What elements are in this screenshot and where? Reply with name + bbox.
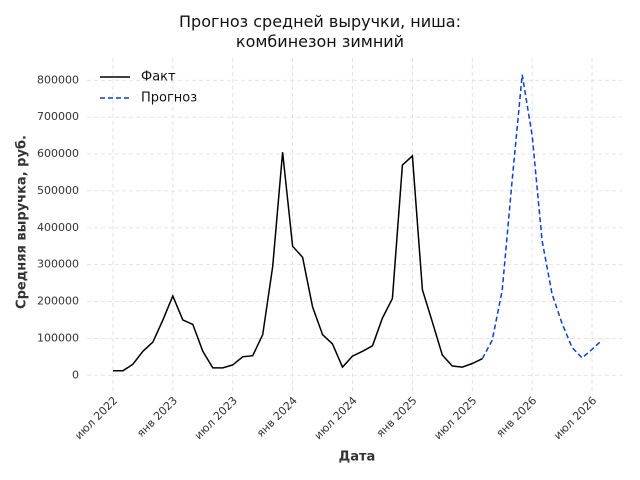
y-axis-label: Средняя выручка, руб. <box>15 135 30 309</box>
x-tick-label: июл 2025 <box>431 394 479 442</box>
y-tick-label: 800000 <box>37 73 79 86</box>
series-line <box>113 152 483 372</box>
x-tick-label: янв 2025 <box>374 394 420 440</box>
legend-label: Прогноз <box>141 91 197 106</box>
y-tick-label: 200000 <box>37 295 79 308</box>
x-tick-label: июл 2022 <box>72 394 120 442</box>
y-tick-label: 0 <box>72 368 79 381</box>
y-tick-label: 700000 <box>37 110 79 123</box>
x-axis-label: Дата <box>339 450 376 465</box>
x-tick-label: янв 2026 <box>494 394 540 440</box>
x-tick-label: янв 2023 <box>134 394 180 440</box>
x-tick-label: июл 2023 <box>192 394 240 442</box>
y-tick-label: 400000 <box>37 221 79 234</box>
y-tick-label: 600000 <box>37 147 79 160</box>
x-tick-label: июл 2024 <box>312 394 360 442</box>
y-tick-label: 100000 <box>37 331 79 344</box>
x-tick-label: янв 2024 <box>254 394 300 440</box>
x-tick-label: июл 2026 <box>551 394 599 442</box>
y-tick-label: 300000 <box>37 258 79 271</box>
legend-label: Факт <box>141 70 176 85</box>
chart-title: Прогноз средней выручки, ниша: комбинезо… <box>179 12 461 51</box>
y-tick-label: 500000 <box>37 184 79 197</box>
